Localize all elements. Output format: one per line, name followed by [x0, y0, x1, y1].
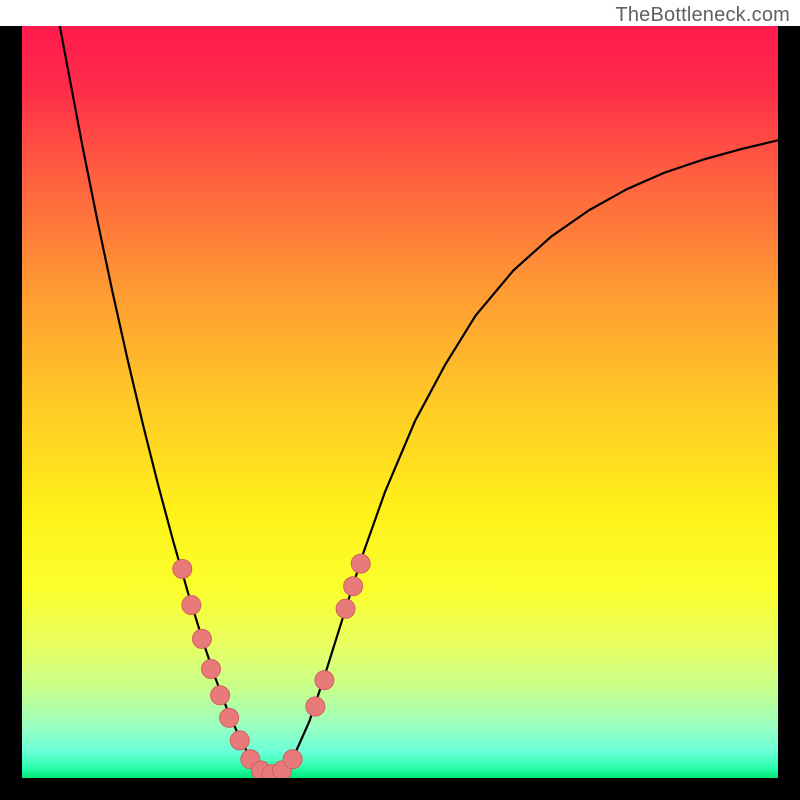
data-marker [192, 629, 211, 648]
data-marker [211, 686, 230, 705]
data-marker [202, 659, 221, 678]
data-marker [351, 554, 370, 573]
data-marker [315, 671, 334, 690]
data-marker [306, 697, 325, 716]
data-marker [220, 708, 239, 727]
data-marker [182, 596, 201, 615]
data-marker [230, 731, 249, 750]
plot-background [22, 26, 778, 778]
data-marker [336, 599, 355, 618]
data-marker [283, 750, 302, 769]
attribution-label: TheBottleneck.com [615, 4, 790, 27]
chart-svg [0, 0, 800, 800]
bottleneck-chart [0, 0, 800, 800]
data-marker [344, 577, 363, 596]
data-marker [173, 559, 192, 578]
